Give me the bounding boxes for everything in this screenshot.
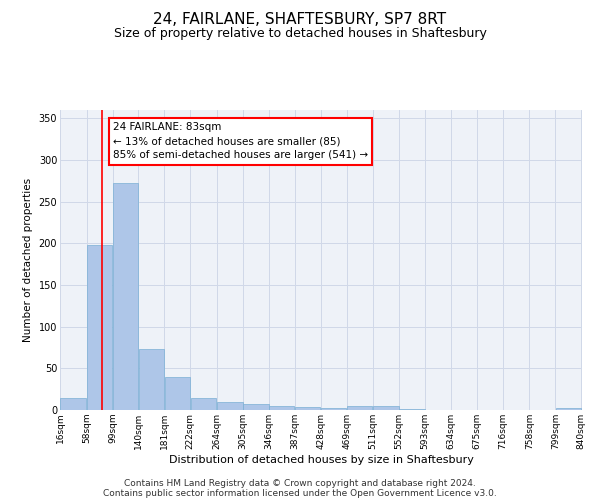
Bar: [243, 404, 269, 410]
Bar: [556, 408, 581, 410]
Bar: [113, 184, 138, 410]
Bar: [191, 398, 216, 410]
Bar: [60, 398, 86, 410]
Bar: [217, 402, 242, 410]
Text: 24 FAIRLANE: 83sqm
← 13% of detached houses are smaller (85)
85% of semi-detache: 24 FAIRLANE: 83sqm ← 13% of detached hou…: [113, 122, 368, 160]
Bar: [400, 409, 425, 410]
X-axis label: Distribution of detached houses by size in Shaftesbury: Distribution of detached houses by size …: [169, 454, 473, 464]
Text: Size of property relative to detached houses in Shaftesbury: Size of property relative to detached ho…: [113, 28, 487, 40]
Y-axis label: Number of detached properties: Number of detached properties: [23, 178, 33, 342]
Bar: [321, 408, 346, 410]
Bar: [139, 349, 164, 410]
Text: 24, FAIRLANE, SHAFTESBURY, SP7 8RT: 24, FAIRLANE, SHAFTESBURY, SP7 8RT: [154, 12, 446, 28]
Bar: [269, 406, 295, 410]
Text: Contains HM Land Registry data © Crown copyright and database right 2024.: Contains HM Land Registry data © Crown c…: [124, 478, 476, 488]
Bar: [87, 245, 112, 410]
Bar: [373, 406, 399, 410]
Bar: [295, 406, 320, 410]
Text: Contains public sector information licensed under the Open Government Licence v3: Contains public sector information licen…: [103, 488, 497, 498]
Bar: [347, 406, 373, 410]
Bar: [164, 376, 190, 410]
